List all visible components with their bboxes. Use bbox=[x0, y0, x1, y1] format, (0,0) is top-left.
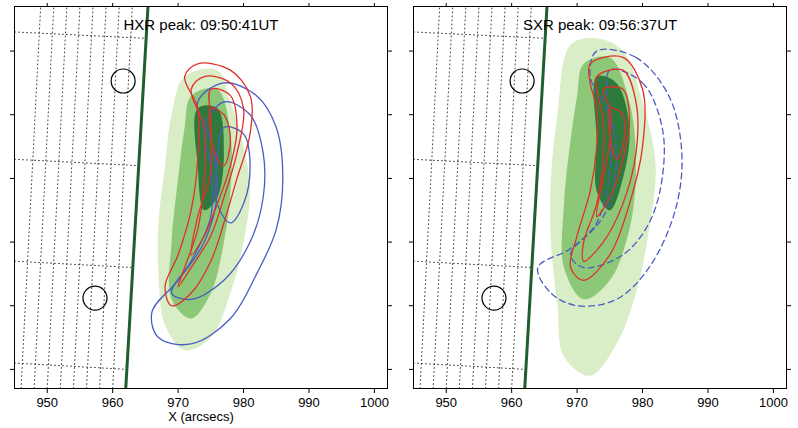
svg-text:950: 950 bbox=[36, 395, 58, 410]
svg-text:SXR peak: 09:56:37UT: SXR peak: 09:56:37UT bbox=[523, 16, 677, 33]
svg-text:960: 960 bbox=[501, 395, 523, 410]
svg-text:960: 960 bbox=[102, 395, 124, 410]
svg-text:X (arcsecs): X (arcsecs) bbox=[168, 409, 234, 424]
svg-text:950: 950 bbox=[435, 395, 457, 410]
svg-text:970: 970 bbox=[566, 395, 588, 410]
svg-text:980: 980 bbox=[632, 395, 654, 410]
svg-text:HXR peak: 09:50:41UT: HXR peak: 09:50:41UT bbox=[123, 16, 278, 33]
svg-text:990: 990 bbox=[298, 395, 320, 410]
svg-text:1000: 1000 bbox=[360, 395, 389, 410]
svg-text:970: 970 bbox=[167, 395, 189, 410]
svg-text:980: 980 bbox=[233, 395, 255, 410]
svg-text:990: 990 bbox=[697, 395, 719, 410]
svg-text:1000: 1000 bbox=[759, 395, 788, 410]
